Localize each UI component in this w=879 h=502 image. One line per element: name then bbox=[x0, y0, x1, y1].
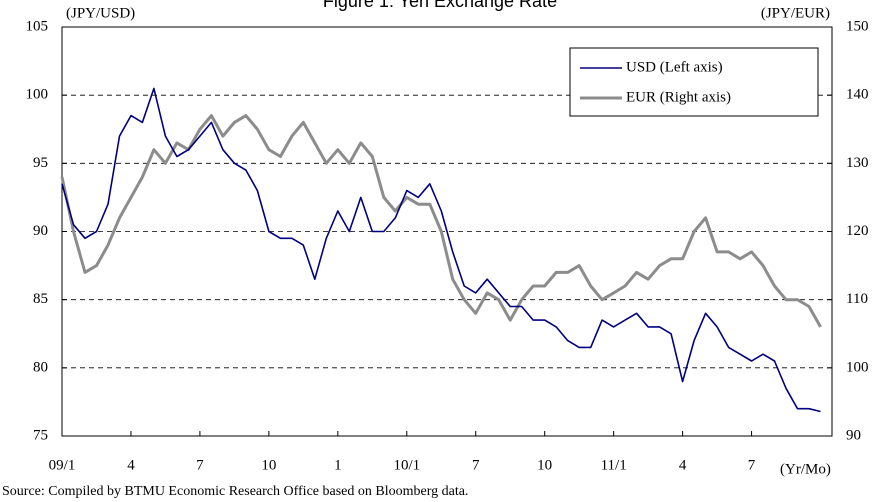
y2-tick-label: 150 bbox=[846, 18, 869, 34]
y-tick-label: 75 bbox=[33, 427, 48, 443]
source-note: Source: Compiled by BTMU Economic Resear… bbox=[2, 484, 468, 499]
y-tick-label: 105 bbox=[26, 18, 49, 34]
legend-label: USD (Left axis) bbox=[626, 59, 723, 75]
x-tick-label: 7 bbox=[748, 457, 756, 473]
y2-tick-label: 90 bbox=[846, 427, 861, 443]
legend-box bbox=[569, 47, 819, 117]
plot-frame bbox=[61, 26, 833, 437]
x-tick-label: 4 bbox=[679, 457, 687, 473]
chart-title: Figure 1: Yen Exchange Rate bbox=[323, 0, 557, 11]
x-tick-label: 09/1 bbox=[49, 457, 76, 473]
x-axis-label: (Yr/Mo) bbox=[780, 461, 831, 477]
x-tick-label: 1 bbox=[334, 457, 342, 473]
y2-tick-label: 100 bbox=[846, 359, 869, 375]
x-tick-label: 7 bbox=[196, 457, 204, 473]
y2-tick-label: 110 bbox=[846, 291, 868, 307]
y2-axis-label: (JPY/EUR) bbox=[761, 5, 830, 21]
y-tick-label: 95 bbox=[33, 155, 48, 171]
y-tick-label: 80 bbox=[33, 359, 48, 375]
y2-tick-label: 120 bbox=[846, 223, 869, 239]
y-tick-label: 100 bbox=[26, 87, 49, 103]
x-tick-label: 10 bbox=[537, 457, 552, 473]
x-tick-label: 7 bbox=[472, 457, 480, 473]
x-tick-label: 10/1 bbox=[393, 457, 420, 473]
x-tick-label: 4 bbox=[127, 457, 135, 473]
y-tick-label: 90 bbox=[33, 223, 48, 239]
y2-tick-label: 140 bbox=[846, 87, 869, 103]
series-line bbox=[60, 114, 822, 328]
y-tick-label: 85 bbox=[33, 291, 48, 307]
x-tick-label: 10 bbox=[261, 457, 276, 473]
x-tick-label: 11/1 bbox=[601, 457, 627, 473]
legend-label: EUR (Right axis) bbox=[626, 89, 731, 105]
series-line bbox=[61, 87, 821, 413]
y-axis-label: (JPY/USD) bbox=[66, 5, 135, 21]
y2-tick-label: 130 bbox=[846, 155, 869, 171]
